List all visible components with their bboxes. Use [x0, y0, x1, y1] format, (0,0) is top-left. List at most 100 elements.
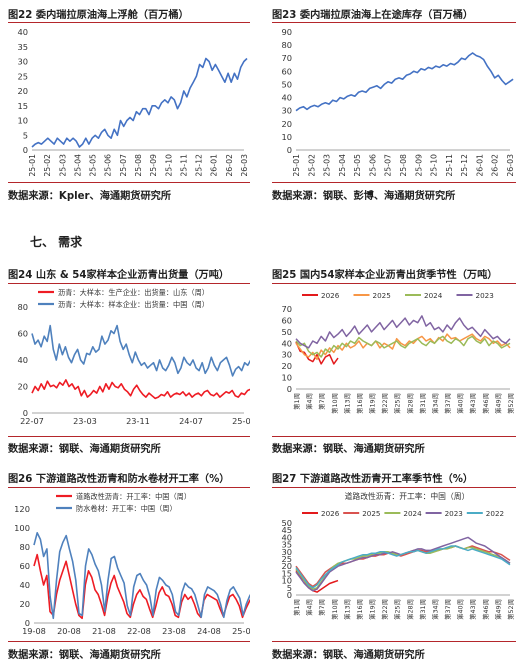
y-tick-label: 100 — [14, 523, 30, 533]
y-tick-label: 20 — [17, 382, 28, 392]
legend-label: 2023 — [445, 509, 463, 518]
x-tick-label: 第34周 — [430, 393, 439, 414]
x-tick-label: 25-04 — [338, 154, 347, 177]
x-tick-label: 第43周 — [468, 599, 477, 620]
caption-rule — [8, 22, 250, 23]
x-tick-label: 第31周 — [418, 393, 427, 414]
chart-caption: 图26 下游道路改性沥青和防水卷材开工率（%） — [8, 474, 230, 485]
y-tick-label: 5 — [287, 583, 292, 593]
x-tick-label: 第37周 — [443, 393, 452, 414]
legend-label: 防水卷材：开工率：中国（周） — [76, 504, 177, 513]
x-tick-label: 24-07 — [179, 416, 203, 426]
x-tick-label: 第25周 — [393, 599, 402, 620]
chart-source: 数据来源：钢联、海通期货研究所 — [272, 650, 425, 661]
x-tick-label: 26-01 — [475, 154, 484, 177]
y-tick-label: 40 — [281, 532, 292, 542]
y-tick-label: 80 — [17, 302, 28, 312]
chart-26: 0 20 40 60 80 100 120 19-08 20-08 21-08 22-08 23-08… — [14, 492, 250, 636]
chart-source: 数据来源：Kpler、海通期货研究所 — [8, 191, 172, 202]
x-tick-label: 25-10 — [430, 154, 439, 177]
y-tick-label: 50 — [281, 518, 292, 528]
legend-label: 沥青：大样本：样本企业：出货量：中国（周） — [58, 300, 209, 309]
x-tick-label: 23-11 — [126, 416, 150, 426]
y-tick-label: 50 — [281, 79, 292, 89]
caption-rule — [272, 283, 516, 284]
y-tick-label: 0 — [287, 384, 292, 394]
x-tick-label: 第1周 — [292, 599, 301, 616]
y-tick-label: 40 — [17, 355, 28, 365]
y-tick-label: 20 — [281, 119, 292, 129]
y-tick-label: 20 — [281, 361, 292, 371]
x-tick-label: 第4周 — [305, 599, 314, 616]
legend-label: 道路改性沥青：开工率：中国（周） — [76, 492, 191, 501]
x-tick-label: 25-09 — [414, 154, 423, 177]
source-rule — [272, 436, 516, 437]
y-tick-label: 15 — [281, 568, 292, 578]
legend-label: 2025 — [373, 291, 391, 300]
y-tick-label: 30 — [17, 57, 28, 67]
legend-label: 2026 — [321, 509, 340, 518]
x-tick-label: 25-06 — [368, 154, 377, 177]
x-tick-label: 25-11 — [179, 154, 188, 177]
y-tick-label: 10 — [281, 576, 292, 586]
legend-label: 2026 — [321, 291, 340, 300]
y-tick-label: 60 — [19, 561, 30, 571]
chart-caption: 图22 委内瑞拉原油海上浮舱（百万桶） — [8, 10, 189, 21]
series-line — [295, 545, 511, 588]
x-tick-label: 25-03 — [58, 154, 67, 177]
y-tick-label: 35 — [17, 42, 28, 52]
source-rule — [272, 641, 516, 642]
x-tick-label: 第4周 — [305, 393, 314, 410]
x-tick-label: 第28周 — [405, 393, 414, 414]
chart-22: 0 5 10 15 20 25 30 35 40 25-01 25-02 25-03 25-04 25-0… — [17, 27, 249, 177]
caption-rule — [272, 487, 516, 488]
x-tick-label: 第19周 — [368, 393, 377, 414]
chart-23: 0 10 20 30 40 50 60 70 80 90 25-01 25-02 25-03 25-04 2… — [281, 27, 515, 177]
chart-caption: 图24 山东 & 54家样本企业沥青出货量（万吨） — [8, 270, 230, 281]
chart-source: 数据来源：钢联、海通期货研究所 — [8, 650, 161, 661]
chart-caption: 图23 委内瑞拉原油海上在途库存（百万桶） — [272, 10, 474, 21]
x-tick-label: 25-08 — [232, 626, 250, 636]
legend-label: 沥青：大样本：生产企业：出货量：山东（周） — [58, 288, 209, 297]
x-tick-label: 第22周 — [380, 599, 389, 620]
chart-source: 数据来源：钢联、海通期货研究所 — [272, 444, 425, 455]
series-line — [31, 379, 250, 400]
y-tick-label: 60 — [17, 329, 28, 339]
x-tick-label: 25-11 — [445, 154, 454, 177]
x-tick-label: 25-12 — [460, 154, 469, 177]
series-line — [33, 531, 250, 620]
x-tick-label: 25-04 — [73, 154, 82, 177]
caption-rule — [8, 487, 250, 488]
x-tick-label: 第31周 — [418, 599, 427, 620]
y-tick-label: 10 — [281, 373, 292, 383]
y-tick-label: 25 — [17, 71, 28, 81]
x-tick-label: 26-01 — [210, 154, 219, 177]
chart-caption: 图25 国内54家样本企业沥青出货季节性（万吨） — [272, 270, 498, 281]
legend-label: 2023 — [476, 291, 494, 300]
x-tick-label: 第1周 — [292, 393, 301, 410]
y-tick-label: 20 — [19, 599, 30, 609]
y-tick-label: 5 — [23, 130, 28, 140]
x-tick-label: 23-08 — [162, 626, 186, 636]
y-tick-label: 0 — [23, 408, 28, 418]
y-tick-label: 60 — [281, 66, 292, 76]
x-tick-label: 第34周 — [430, 599, 439, 620]
x-tick-label: 21-08 — [92, 626, 116, 636]
x-tick-label: 25-03 — [323, 154, 332, 177]
x-tick-label: 第10周 — [330, 393, 339, 414]
x-tick-label: 26-03 — [240, 154, 249, 177]
x-tick-label: 第13周 — [342, 393, 351, 414]
source-rule — [272, 182, 516, 183]
chart-inner-title: 道路改性沥青：开工率：中国（周） — [345, 491, 470, 501]
chart-source: 数据来源：钢联、彭博、海通期货研究所 — [272, 191, 456, 202]
legend-label: 2024 — [424, 291, 443, 300]
y-tick-label: 10 — [17, 116, 28, 126]
y-tick-label: 30 — [281, 350, 292, 360]
series-line — [295, 52, 514, 112]
x-tick-label: 第49周 — [493, 599, 502, 620]
x-tick-label: 第7周 — [317, 393, 326, 410]
x-tick-label: 第52周 — [506, 393, 515, 414]
x-tick-label: 第28周 — [405, 599, 414, 620]
x-tick-label: 第37周 — [443, 599, 452, 620]
